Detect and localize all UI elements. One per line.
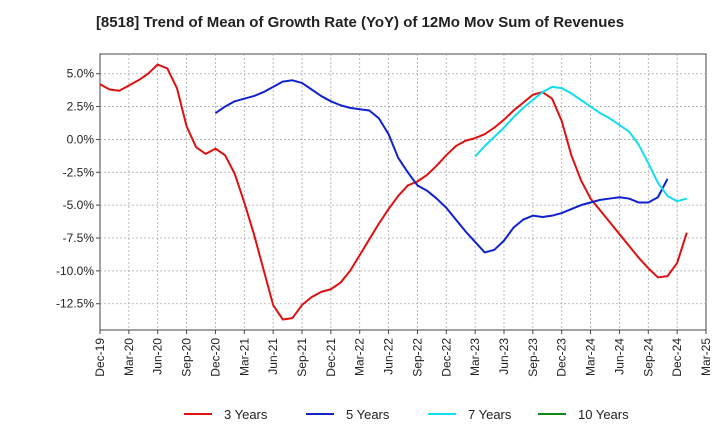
y-tick-label: 5.0% [67,67,95,81]
x-tick-label: Dec-23 [555,338,569,377]
plot-frame [99,53,707,331]
chart-title: [8518] Trend of Mean of Growth Rate (YoY… [95,14,625,31]
x-tick-label: Jun-21 [266,338,280,375]
x-tick-label: Dec-20 [208,338,222,377]
x-tick-label: Mar-25 [699,338,713,376]
x-tick-label: Sep-23 [526,338,540,377]
series-line-5-years [214,79,669,254]
x-tick-label: Jun-23 [497,338,511,375]
x-tick-label: Sep-24 [641,338,655,377]
x-tick-label: Sep-21 [295,338,309,377]
x-tick-label: Mar-21 [237,338,251,376]
legend-label: 3 Years [224,407,268,422]
legend-label: 10 Years [578,407,629,422]
series-line-3-years [99,63,688,321]
y-tick-label: -10.0% [56,264,94,278]
x-tick-label: Dec-22 [439,338,453,377]
legend-label: 5 Years [346,407,390,422]
x-tick-label: Mar-20 [122,338,136,376]
x-tick-label: Sep-22 [410,338,424,377]
series-line-7-years [474,85,688,203]
x-tick-label: Dec-21 [324,338,338,377]
y-tick-label: -2.5% [63,165,95,179]
y-tick-label: -12.5% [56,297,94,311]
x-tick-label: Jun-22 [382,338,396,375]
x-tick-label: Dec-19 [93,338,107,377]
x-tick-label: Dec-24 [670,338,684,377]
y-tick-label: 2.5% [67,100,95,114]
x-tick-label: Jun-20 [151,338,165,375]
x-tick-label: Sep-20 [180,338,194,377]
x-tick-label: Jun-24 [612,338,626,375]
y-tick-label: -5.0% [63,198,95,212]
y-tick-label: 0.0% [67,132,95,146]
x-tick-label: Mar-23 [468,338,482,376]
x-tick-label: Mar-22 [353,338,367,376]
y-tick-label: -7.5% [63,231,95,245]
legend-label: 7 Years [468,407,512,422]
x-tick-label: Mar-24 [584,338,598,376]
